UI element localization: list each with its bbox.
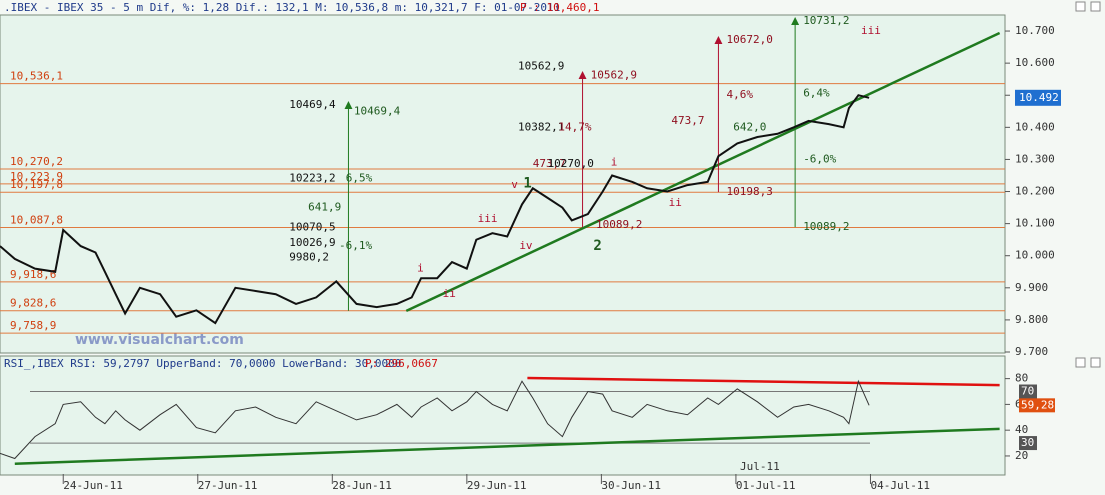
y-tick-label: 10.300 [1015,152,1055,165]
y-tick-label: 10.600 [1015,56,1055,69]
annotation: 10382,1 [518,120,564,133]
minimize-button[interactable] [1075,1,1086,12]
annotation: 10089,2 [596,218,642,231]
minimize-button[interactable] [1075,357,1086,368]
y-tick-label: 40 [1015,423,1028,436]
x-tick-label: 29-Jun-11 [467,479,527,492]
x-tick-label: 27-Jun-11 [198,479,258,492]
trend-line [527,376,1000,387]
level-label: 10,223,9 [10,170,63,183]
x-tick-label: 24-Jun-11 [63,479,123,492]
y-tick-label: 9.700 [1015,345,1048,358]
annotation: i [611,156,618,169]
annotation: 6,4% [803,87,830,100]
annotation: 641,9 [308,201,341,214]
annotation: 10223,2 [289,172,335,185]
band-label: 30 [1021,436,1034,449]
annotation: 10562,9 [518,59,564,72]
band-badge [1019,384,1037,399]
watermark: www.visualchart.com [75,332,244,348]
rsi-title: RSI_,IBEX RSI: 59,2797 UpperBand: 70,000… [4,357,401,370]
y-tick-label: 10.100 [1015,217,1055,230]
y-tick-label: 20 [1015,449,1028,462]
annotation: v [511,178,518,191]
x-tick-label: 30-Jun-11 [601,479,661,492]
annotation: iii [478,212,498,225]
annotation: 10089,2 [803,220,849,233]
annotation: 473,7 [671,114,704,127]
annotation: 10198,3 [727,185,773,198]
annotation: 4,6% [727,88,754,101]
annotation: 14,7% [558,120,591,133]
rsi-panel [0,355,1006,476]
annotation: 1 [523,176,531,192]
annotation: i [417,262,424,275]
y-tick-label: 10.200 [1015,185,1055,198]
annotation: 9980,2 [289,250,329,263]
level-label: 9,918,6 [10,268,56,281]
annotation: 642,0 [733,120,766,133]
series-line [0,94,870,325]
annotation: iv [519,239,533,252]
annotation: 10469,4 [289,98,336,111]
level-label: 10,270,2 [10,155,63,168]
y-tick-label: 80 [1015,372,1028,385]
y-tick-label: 9.800 [1015,313,1048,326]
level-label: 10,536,1 [10,70,63,83]
annotation: 10070,5 [289,220,335,233]
price-subtitle: P : 10,460,1 [520,1,599,14]
annotation: 10026,9 [289,236,335,249]
annotation: 10469,4 [354,104,401,117]
annotation: 10672,0 [727,33,773,46]
x-tick-label: 01-Jul-11 [736,479,796,492]
window-buttons [1075,1,1101,368]
band-label: 70 [1021,385,1034,398]
x-tick-label: 28-Jun-11 [332,479,392,492]
annotation: 10270,0 [548,157,594,170]
price-badge-label: 10.492 [1019,91,1059,104]
price-badge [1015,89,1061,106]
y-tick-label: 9.900 [1015,281,1048,294]
y-tick-label: 10.700 [1015,24,1055,37]
band-badge [1019,436,1037,451]
trend-line [14,427,1000,465]
annotation: 473,7 [533,157,566,170]
annotation: 6,5% [346,172,373,185]
annotation: -6,1% [339,239,372,252]
y-tick-label: 10.400 [1015,120,1055,133]
annotation: ii [443,287,456,300]
trend-line [405,31,1001,313]
annotation: 2 [593,238,601,254]
level-label: 10,087,8 [10,214,63,227]
month-label: Jul-11 [740,460,780,473]
rsi-badge-label: 59,28 [1021,398,1054,411]
annotation: 10562,9 [591,68,637,81]
annotation: 10731,2 [803,14,849,27]
series-line [0,379,870,460]
x-tick-label: 04-Jul-11 [870,479,930,492]
price-title: .IBEX - IBEX 35 - 5 m Dif, %: 1,28 Dif.:… [4,1,560,14]
rsi-badge [1019,398,1055,413]
level-label: 10,197,8 [10,178,63,191]
level-label: 9,758,9 [10,319,56,332]
annotation: -6,0% [803,152,836,165]
level-label: 9,828,6 [10,297,56,310]
close-button[interactable] [1090,1,1101,12]
rsi-subtitle: P: 296,0667 [365,357,438,370]
annotation: iii [861,24,881,37]
y-tick-label: 10.000 [1015,249,1055,262]
close-button[interactable] [1090,357,1101,368]
annotation: ii [669,196,682,209]
